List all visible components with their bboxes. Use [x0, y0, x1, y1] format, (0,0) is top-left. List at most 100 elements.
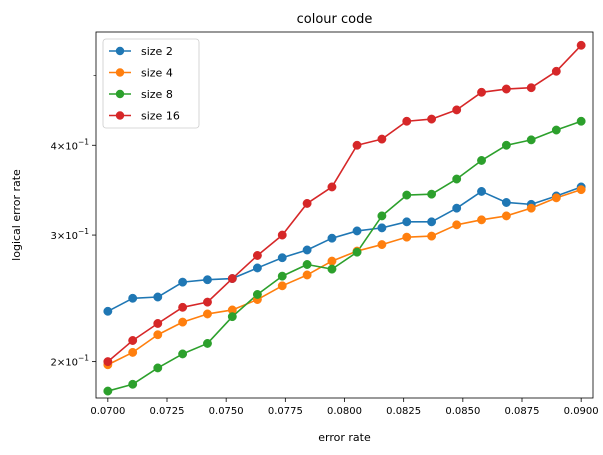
x-tick-label: 0.0900 [564, 406, 599, 417]
data-point [501, 140, 511, 150]
data-point [576, 40, 586, 50]
y-tick-exponent: −1 [78, 137, 89, 146]
data-point [526, 83, 536, 93]
data-point [402, 116, 412, 126]
data-point [477, 215, 486, 225]
data-point [427, 231, 437, 241]
data-point [178, 277, 188, 287]
x-axis: 0.0700 0.0725 0.0750 0.0775 0.0800 0.0825 0.08… [90, 398, 599, 417]
data-point [501, 84, 511, 94]
data-point [501, 198, 511, 207]
y-tick-label: 4×10−1 [50, 137, 89, 152]
data-point [427, 189, 437, 199]
data-point [377, 211, 387, 221]
data-point [302, 198, 312, 208]
data-point [103, 357, 113, 367]
data-point [277, 253, 287, 263]
data-point [302, 270, 312, 280]
x-tick-label: 0.0875 [505, 406, 540, 417]
data-point [576, 185, 586, 195]
data-point [203, 297, 212, 307]
data-point [427, 114, 437, 124]
data-point [452, 203, 462, 213]
data-point [153, 363, 163, 373]
data-point [526, 203, 536, 213]
data-point [252, 290, 262, 299]
data-point [252, 251, 262, 260]
y-tick-mantissa: 2 [50, 358, 56, 369]
x-tick-label: 0.0775 [268, 406, 303, 417]
data-point [227, 312, 237, 322]
data-point [327, 233, 337, 243]
legend-label: size 8 [141, 88, 173, 101]
data-point [277, 230, 287, 240]
data-point [576, 116, 586, 126]
data-point [302, 245, 312, 255]
data-point [352, 247, 362, 257]
data-point [128, 347, 138, 357]
data-point [402, 190, 412, 200]
data-point [302, 260, 312, 269]
x-tick-label: 0.0700 [90, 406, 125, 417]
x-tick-label: 0.0800 [327, 406, 362, 417]
legend-marker [115, 111, 125, 120]
data-point [377, 134, 387, 144]
data-point [327, 264, 337, 274]
data-point [327, 182, 337, 192]
x-tick-label: 0.0850 [445, 406, 480, 417]
legend: size 2 size 4 size 8 size 16 [102, 38, 200, 129]
data-point [477, 186, 486, 196]
legend-marker [115, 68, 125, 77]
y-tick-mantissa: 3 [50, 231, 56, 242]
data-point [277, 281, 287, 291]
y-axis: 2×10−13×10−14×10−1 [50, 75, 96, 369]
data-point [352, 226, 362, 236]
y-tick-label: 3×10−1 [50, 227, 89, 242]
data-point [551, 66, 561, 76]
x-tick-label: 0.0750 [209, 406, 244, 417]
x-axis-label: error rate [318, 431, 371, 444]
data-point [327, 256, 337, 266]
data-point [477, 87, 486, 97]
data-point [153, 319, 163, 328]
data-point [128, 379, 138, 389]
data-point [128, 293, 138, 303]
legend-label: size 2 [141, 45, 173, 58]
data-point [203, 275, 212, 285]
legend-label: size 16 [141, 110, 180, 123]
y-tick-label: 2×10−1 [50, 354, 89, 369]
data-point [526, 135, 536, 145]
series-markers [103, 40, 586, 396]
y-tick-times: × [57, 358, 65, 369]
data-point [203, 338, 212, 348]
data-point [427, 217, 437, 227]
data-point [252, 263, 262, 273]
y-tick-base: 10 [65, 358, 78, 369]
data-point [153, 292, 163, 302]
x-tick-label: 0.0825 [386, 406, 421, 417]
y-tick-times: × [57, 141, 65, 152]
data-point [452, 220, 462, 230]
data-point [402, 217, 412, 227]
y-tick-base: 10 [65, 231, 78, 242]
data-point [277, 271, 287, 281]
legend-marker [115, 89, 125, 99]
series-line [107, 120, 582, 392]
data-point [203, 309, 212, 319]
data-point [178, 349, 188, 359]
y-tick-exponent: −1 [78, 227, 89, 236]
legend-marker [115, 46, 125, 56]
y-tick-times: × [57, 231, 65, 242]
data-point [551, 193, 561, 203]
data-point [128, 336, 138, 345]
data-point [551, 125, 561, 135]
data-point [452, 105, 462, 115]
data-point [178, 317, 188, 327]
data-point [352, 140, 362, 150]
data-point [501, 211, 511, 221]
data-point [153, 330, 163, 340]
data-point [402, 232, 412, 242]
data-point [103, 386, 113, 396]
